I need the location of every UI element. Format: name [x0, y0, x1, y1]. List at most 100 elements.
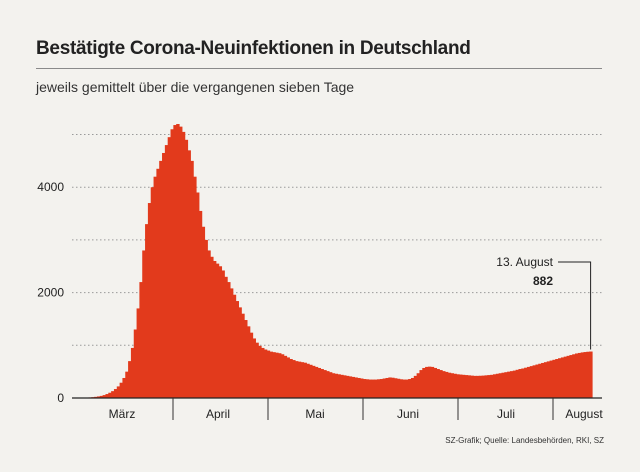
- bar: [345, 375, 350, 398]
- bar: [524, 367, 528, 398]
- bar: [575, 353, 579, 398]
- bars: [80, 124, 593, 399]
- bar: [116, 386, 121, 398]
- bar: [340, 374, 344, 398]
- bar: [405, 379, 409, 398]
- x-tick-label: Mai: [305, 407, 324, 421]
- bar: [229, 288, 234, 398]
- bar: [507, 371, 511, 398]
- bar: [433, 367, 438, 398]
- bar: [396, 378, 401, 398]
- bar: [108, 392, 112, 398]
- bar: [159, 160, 163, 398]
- bar: [399, 379, 404, 398]
- source-note: SZ-Grafik; Quelle: Landesbehörden, RKI, …: [445, 436, 604, 445]
- bar: [526, 366, 531, 398]
- bar: [416, 373, 421, 398]
- bar: [210, 256, 214, 398]
- bar: [572, 354, 576, 398]
- bar: [272, 352, 276, 398]
- bar: [266, 350, 271, 398]
- bar: [334, 373, 339, 398]
- bar: [133, 329, 138, 398]
- bar: [246, 326, 251, 398]
- bar: [255, 342, 259, 398]
- bar: [580, 352, 585, 398]
- bar: [102, 395, 107, 398]
- bar: [317, 367, 322, 398]
- bar: [187, 150, 191, 398]
- bar: [142, 250, 146, 398]
- bar: [532, 365, 537, 398]
- bar: [258, 345, 262, 398]
- bar: [130, 347, 135, 398]
- bar: [280, 354, 285, 398]
- bar: [402, 379, 406, 398]
- bar: [190, 160, 194, 398]
- bar: [354, 377, 358, 398]
- bar: [543, 362, 548, 398]
- bar: [541, 362, 545, 398]
- bar: [478, 375, 483, 398]
- bar: [261, 347, 265, 398]
- bar: [563, 356, 568, 398]
- bar: [263, 349, 268, 398]
- bar: [252, 338, 256, 398]
- bar: [461, 374, 466, 398]
- bar: [476, 375, 480, 398]
- bar: [170, 129, 174, 398]
- bar: [337, 374, 341, 398]
- bar: [509, 371, 514, 398]
- bar: [473, 375, 477, 398]
- bar: [385, 377, 389, 398]
- bar: [586, 351, 590, 398]
- bar: [467, 375, 471, 398]
- bar: [425, 366, 429, 398]
- bar: [314, 366, 319, 398]
- bar: [227, 282, 231, 398]
- bar: [470, 375, 474, 398]
- x-tick-label: Juni: [397, 407, 419, 421]
- bar: [518, 369, 522, 398]
- bar: [555, 359, 559, 398]
- bar: [244, 320, 248, 398]
- bar: [328, 372, 333, 398]
- bar: [303, 362, 307, 398]
- bar: [241, 313, 245, 398]
- bar: [538, 363, 542, 398]
- bar: [484, 375, 488, 398]
- bar: [357, 377, 361, 398]
- bar: [128, 361, 132, 398]
- bar: [320, 369, 324, 398]
- bar: [278, 353, 282, 398]
- bar: [125, 371, 129, 398]
- bar: [566, 355, 570, 398]
- bar: [300, 362, 305, 398]
- bar: [198, 210, 203, 398]
- bar: [481, 375, 486, 398]
- bar: [546, 361, 551, 398]
- bar: [224, 276, 228, 398]
- bar: [96, 396, 101, 398]
- bar: [393, 378, 398, 398]
- bar: [323, 370, 327, 398]
- bar: [447, 372, 452, 398]
- title-divider: [36, 68, 602, 69]
- bar: [495, 373, 500, 398]
- bar: [207, 250, 211, 398]
- bar: [139, 282, 143, 398]
- bar: [235, 301, 240, 398]
- y-tick-label: 2000: [37, 286, 64, 300]
- bar: [348, 376, 353, 398]
- bar: [292, 360, 296, 398]
- bar: [286, 357, 290, 398]
- bar: [275, 352, 279, 398]
- bar: [294, 361, 299, 398]
- annotation-leader-line: [558, 261, 592, 350]
- bar: [218, 266, 223, 398]
- bar: [167, 137, 172, 399]
- bar: [391, 377, 395, 398]
- bar: [501, 372, 505, 398]
- bar: [589, 351, 593, 398]
- bar: [99, 395, 104, 398]
